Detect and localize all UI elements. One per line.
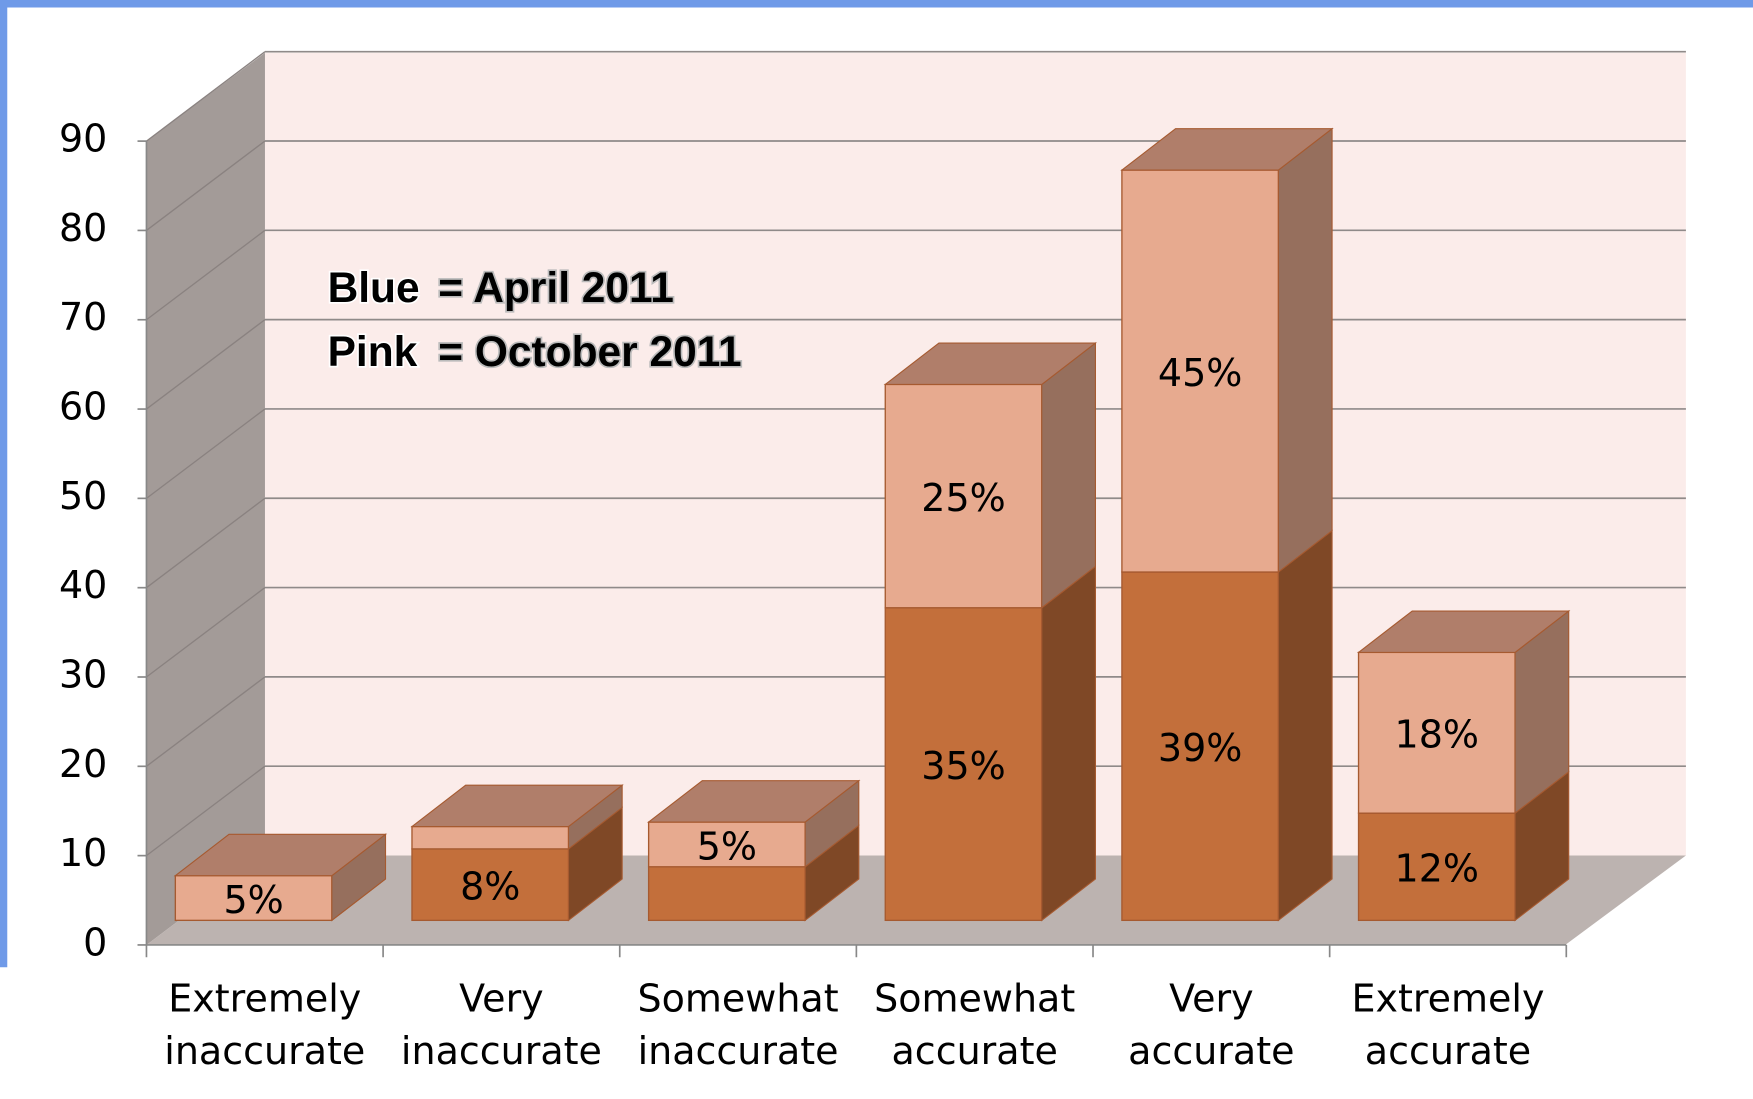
bar-segment (1121, 571, 1280, 922)
bar-segment (884, 607, 1043, 922)
data-label: 5% (697, 824, 757, 868)
bar-segment (1357, 651, 1516, 814)
x-tick-label: Somewhat (874, 976, 1075, 1020)
grid-line (146, 765, 266, 857)
bar-segment (884, 383, 1043, 609)
bar-top (1120, 128, 1334, 171)
grid-line (146, 140, 266, 231)
data-label: 18% (1395, 713, 1479, 757)
y-tick-label: 10 (59, 831, 107, 875)
grid-line (146, 408, 266, 499)
bar-top (1356, 610, 1571, 653)
grid-line (146, 676, 266, 767)
x-tick-label: inaccurate (638, 1029, 839, 1073)
y-tick-label: 50 (59, 474, 107, 518)
x-tick-label: Somewhat (637, 976, 838, 1020)
grid-line (146, 51, 266, 142)
bar-segment (411, 825, 570, 850)
data-label: 45% (1158, 351, 1242, 395)
grid-line (146, 497, 266, 589)
annotation: = October 2011 (438, 329, 741, 376)
data-label: 8% (460, 865, 520, 909)
y-tick-label: 40 (59, 563, 107, 607)
bar-segment (411, 848, 570, 922)
data-label: 39% (1158, 726, 1242, 770)
bar-top (410, 784, 624, 828)
bar-segment (1121, 169, 1280, 573)
data-label: 5% (223, 878, 283, 922)
x-tick-label: Very (459, 976, 544, 1020)
annotation: = April 2011 (438, 265, 674, 312)
bar-segment (647, 866, 806, 922)
grid-line (146, 229, 266, 321)
y-tick-label: 70 (59, 295, 107, 339)
side-wall (146, 52, 265, 945)
bar-top (173, 833, 388, 877)
x-tick-label: Very (1169, 976, 1254, 1020)
x-tick-label: accurate (1128, 1029, 1294, 1073)
x-tick-label: Extremely (1351, 976, 1544, 1020)
x-tick-label: inaccurate (164, 1029, 365, 1073)
y-tick-label: 80 (59, 206, 107, 250)
data-label: 25% (921, 476, 1005, 520)
bar-top (646, 780, 861, 823)
y-tick-label: 0 (83, 920, 107, 964)
grid-line (146, 587, 266, 678)
annotation: Blue (328, 265, 420, 312)
y-tick-label: 90 (59, 117, 107, 161)
y-tick-label: 60 (59, 385, 107, 429)
x-tick-label: inaccurate (401, 1029, 602, 1073)
x-tick-label: Extremely (168, 976, 361, 1020)
data-label: 12% (1395, 847, 1479, 891)
grid-line (146, 319, 266, 410)
data-label: 35% (921, 744, 1005, 788)
y-tick-label: 20 (59, 742, 107, 786)
bar-segment (647, 821, 806, 868)
bar-top (883, 342, 1098, 386)
bar-side (1277, 127, 1333, 574)
annotation: Pink (328, 329, 418, 376)
bar-side (1041, 565, 1096, 922)
y-tick-label: 30 (59, 652, 107, 696)
x-tick-label: accurate (1365, 1029, 1531, 1073)
x-tick-label: accurate (892, 1029, 1058, 1073)
bar-side (1277, 529, 1333, 922)
frame (0, 0, 1753, 968)
bar-segment (1357, 812, 1516, 922)
bar-side (1041, 341, 1096, 609)
